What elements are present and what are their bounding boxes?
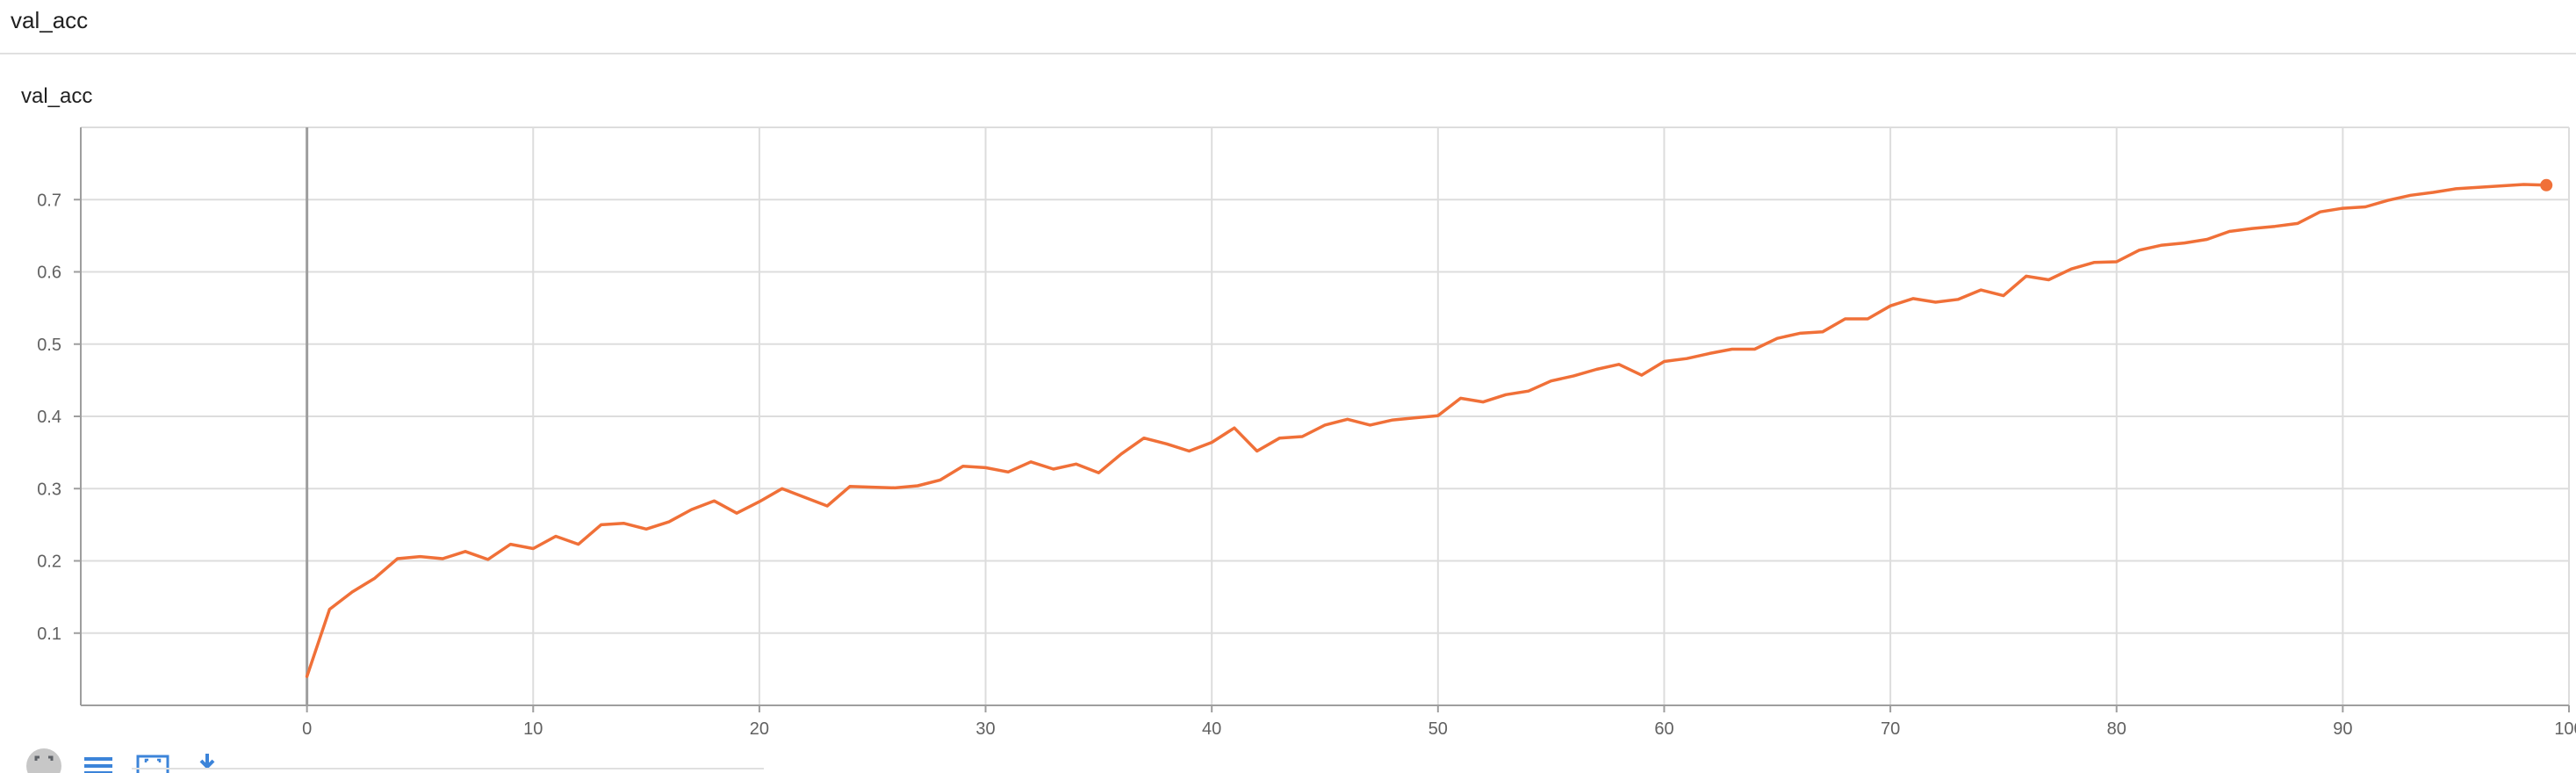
series-layer[interactable] [305,178,2553,678]
y-tick-label: 0.3 [37,480,61,499]
y-tick-label: 0.6 [37,264,61,283]
list-icon [84,757,112,773]
y-tick-label: 0.7 [37,191,61,210]
toggle-log-scale-button[interactable] [81,748,116,773]
axes [74,127,2570,712]
x-tick-label: 80 [2107,719,2126,739]
x-tick-label: 100 [2554,719,2576,739]
fullscreen-icon [26,748,61,773]
series-line[interactable] [305,183,2548,678]
x-tick-label: 40 [1202,719,1221,739]
line-chart[interactable]: 0.1 0.2 0.3 0.4 0.5 0.6 0.7 0 10 20 30 40 50 60 70 80 90… [0,0,2576,748]
y-tick-label: 0.1 [37,625,61,644]
x-tick-label: 20 [750,719,769,739]
section-header[interactable]: val_acc [0,0,2576,54]
series-last-point[interactable] [2540,178,2553,191]
y-tick-label: 0.5 [37,336,61,355]
x-tick-label: 10 [523,719,543,739]
section-title: val_acc [11,7,89,33]
x-tick-label: 60 [1654,719,1673,739]
grid-lines [81,126,2570,705]
chart-toolbar [26,748,225,773]
download-button[interactable] [190,748,225,773]
tick-labels: 0.1 0.2 0.3 0.4 0.5 0.6 0.7 0 10 20 30 40 50 60 70 80 90… [37,191,2576,739]
x-tick-label: 30 [975,719,995,739]
toolbar-divider [132,768,764,769]
x-tick-label: 50 [1428,719,1448,739]
x-tick-label: 70 [1881,719,1900,739]
y-tick-label: 0.2 [37,553,61,572]
x-tick-label: 90 [2333,719,2352,739]
fit-domain-button[interactable] [135,748,170,773]
fullscreen-button[interactable] [26,748,61,773]
y-tick-label: 0.4 [37,408,61,427]
download-icon [199,754,215,769]
x-tick-label: 0 [302,719,312,739]
card-title: val_acc [21,84,93,108]
fit-domain-icon [136,755,169,773]
